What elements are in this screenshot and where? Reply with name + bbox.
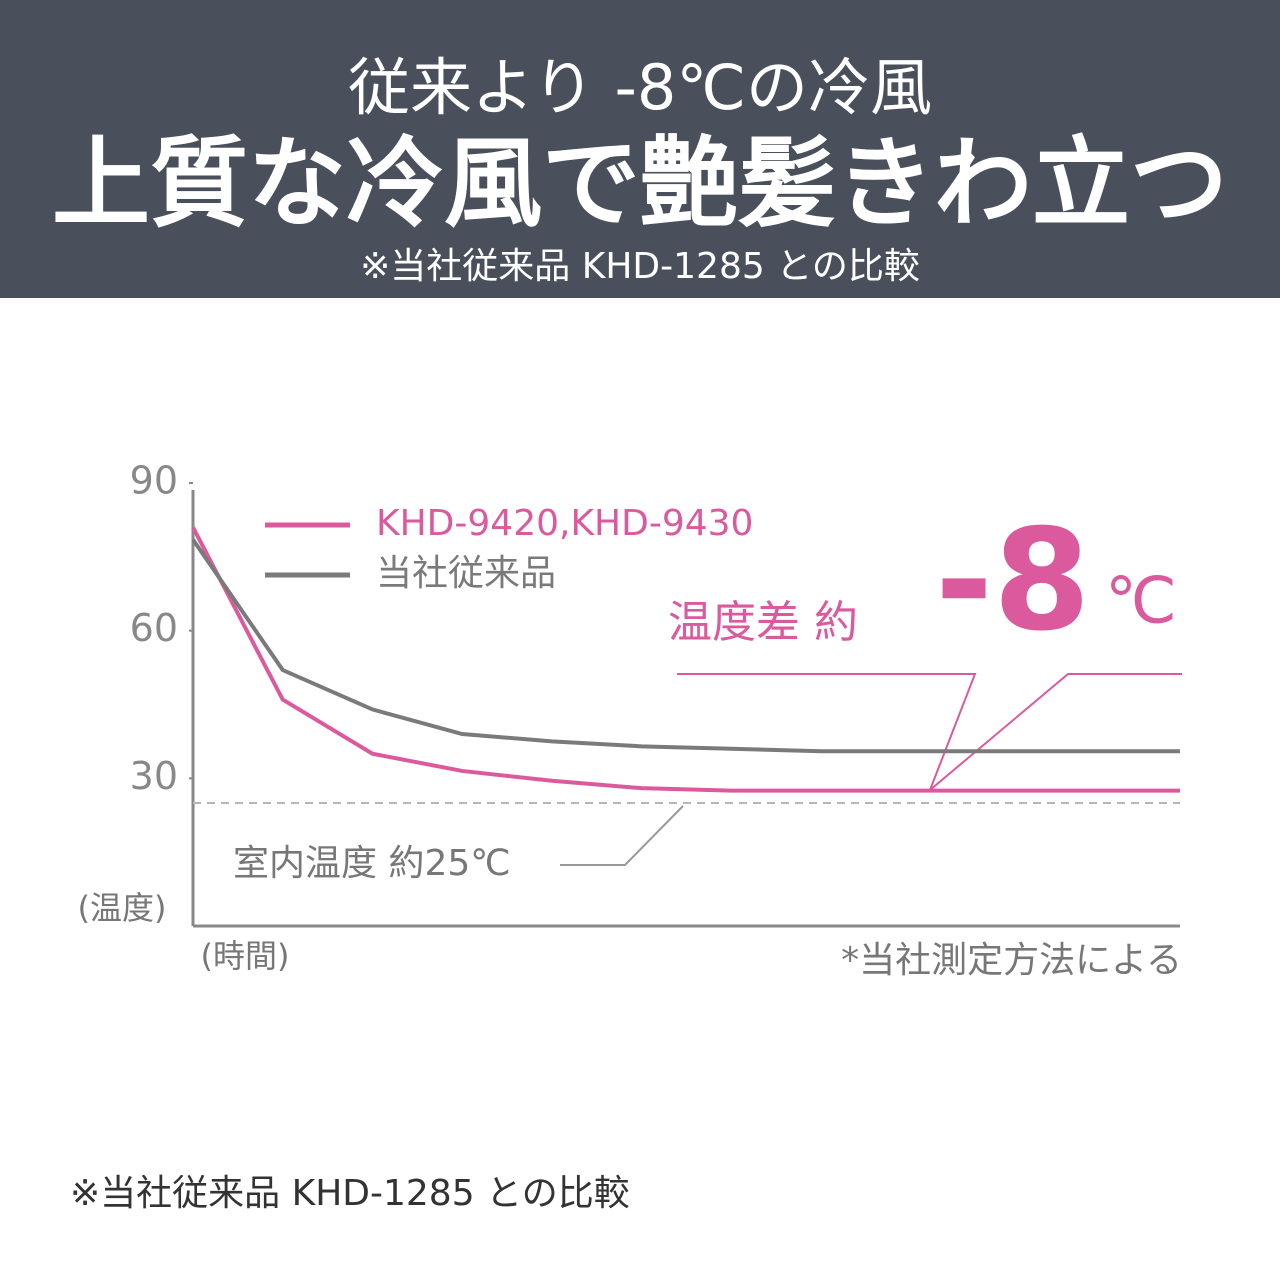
difference-bracket (677, 673, 1182, 791)
series-line (191, 538, 1180, 754)
series-line (191, 526, 1180, 793)
reference-pointer (560, 805, 684, 866)
source-note: *当社測定方法による (841, 940, 1182, 981)
y-tick-label: 30 (130, 754, 178, 798)
footer-note: ※当社従来品 KHD-1285 との比較 (70, 1173, 630, 1214)
y-axis-label: (温度) (78, 889, 167, 927)
y-tick-label: 60 (130, 606, 178, 650)
header-band (0, 0, 1280, 298)
x-axis-label: (時間) (201, 937, 290, 975)
header-note: ※当社従来品 KHD-1285 との比較 (360, 246, 920, 287)
difference-value: -8 (935, 500, 1091, 663)
legend-label: KHD-9420,KHD-9430 (376, 503, 753, 544)
legend-label: 当社従来品 (376, 553, 556, 594)
header-line: 従来より -8℃の冷風 (348, 51, 932, 124)
difference-unit: ℃ (1105, 565, 1177, 639)
header-title: 上質な冷風で艶髪きわ立つ (52, 127, 1228, 241)
reference-label: 室内温度 約25℃ (233, 843, 511, 884)
difference-label: 温度差 約 (668, 597, 858, 648)
y-tick-label: 90 (130, 459, 178, 503)
